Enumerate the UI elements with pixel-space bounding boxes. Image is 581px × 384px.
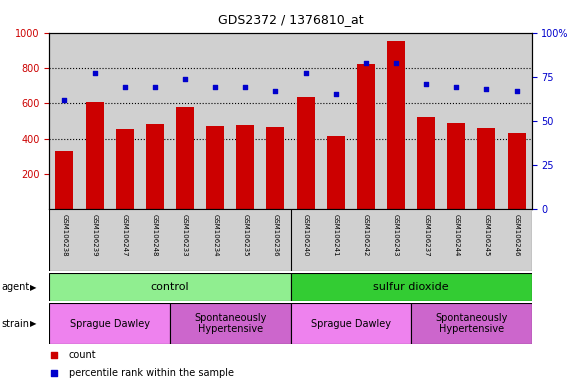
Point — [421, 81, 431, 87]
Text: GDS2372 / 1376810_at: GDS2372 / 1376810_at — [218, 13, 363, 26]
Bar — [387, 41, 405, 209]
Text: GSM106242: GSM106242 — [363, 214, 369, 257]
Text: Spontaneously
Hypertensive: Spontaneously Hypertensive — [194, 313, 267, 334]
Text: percentile rank within the sample: percentile rank within the sample — [69, 367, 234, 377]
Text: ▶: ▶ — [30, 283, 37, 291]
Text: control: control — [150, 282, 189, 292]
Point — [301, 70, 310, 76]
Bar — [170, 303, 290, 344]
Point — [482, 86, 491, 92]
Bar — [290, 303, 411, 344]
Text: GSM106245: GSM106245 — [483, 214, 489, 257]
Bar — [116, 129, 134, 209]
Point — [451, 84, 461, 91]
Text: agent: agent — [1, 282, 30, 292]
Bar — [236, 125, 254, 209]
Bar — [327, 136, 345, 209]
Point — [210, 84, 220, 91]
Point — [150, 84, 160, 91]
Text: GSM106235: GSM106235 — [242, 214, 248, 257]
Bar — [49, 303, 170, 344]
Text: GSM106240: GSM106240 — [303, 214, 309, 257]
Bar — [206, 126, 224, 209]
Bar — [447, 123, 465, 209]
Text: ▶: ▶ — [30, 319, 37, 328]
Text: Sprague Dawley: Sprague Dawley — [70, 318, 150, 329]
Bar — [49, 273, 290, 301]
Text: GSM106233: GSM106233 — [182, 214, 188, 257]
Bar — [478, 128, 496, 209]
Point — [331, 91, 340, 98]
Bar — [508, 133, 526, 209]
Point — [60, 97, 69, 103]
Text: GSM106237: GSM106237 — [423, 214, 429, 257]
Text: GSM106243: GSM106243 — [393, 214, 399, 257]
Bar — [411, 303, 532, 344]
Point — [512, 88, 521, 94]
Text: Spontaneously
Hypertensive: Spontaneously Hypertensive — [435, 313, 508, 334]
Text: GSM106246: GSM106246 — [514, 214, 519, 257]
Text: GSM106238: GSM106238 — [62, 214, 67, 257]
Text: count: count — [69, 350, 96, 360]
Bar — [55, 151, 74, 209]
Point — [392, 60, 401, 66]
Text: GSM106236: GSM106236 — [272, 214, 278, 257]
Text: sulfur dioxide: sulfur dioxide — [373, 282, 449, 292]
Bar — [417, 118, 435, 209]
Text: GSM106248: GSM106248 — [152, 214, 158, 257]
Point — [180, 76, 189, 82]
Text: GSM106241: GSM106241 — [333, 214, 339, 257]
Point — [241, 84, 250, 91]
Text: strain: strain — [1, 318, 29, 329]
Bar — [85, 102, 103, 209]
Point — [90, 70, 99, 76]
Point — [120, 84, 130, 91]
Point — [271, 88, 280, 94]
Bar — [296, 97, 315, 209]
Bar — [49, 209, 532, 271]
Point — [329, 134, 339, 140]
Point — [329, 291, 339, 297]
Text: GSM106234: GSM106234 — [212, 214, 218, 257]
Text: GSM106244: GSM106244 — [453, 214, 459, 257]
Bar — [290, 273, 532, 301]
Bar — [146, 124, 164, 209]
Text: GSM106239: GSM106239 — [92, 214, 98, 257]
Bar — [357, 65, 375, 209]
Bar — [267, 127, 285, 209]
Bar — [176, 107, 194, 209]
Text: Sprague Dawley: Sprague Dawley — [311, 318, 391, 329]
Text: GSM106247: GSM106247 — [122, 214, 128, 257]
Point — [361, 60, 371, 66]
